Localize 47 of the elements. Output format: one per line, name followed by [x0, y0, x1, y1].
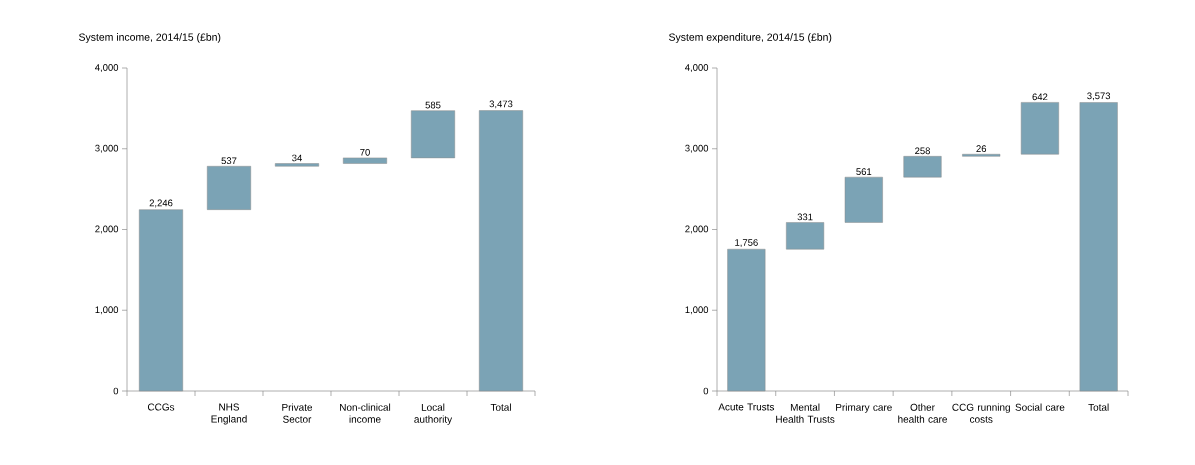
x-tick-label: CCGs	[147, 403, 175, 411]
data-label: 642	[1032, 93, 1048, 101]
y-tick-label: 2,000	[95, 225, 119, 234]
data-label: 258	[915, 147, 930, 155]
data-label: 3,573	[1087, 92, 1111, 101]
x-tick-label: Non-clinical income	[340, 403, 391, 423]
bar	[1020, 102, 1059, 155]
data-label: 537	[221, 157, 237, 165]
data-label: 561	[856, 168, 872, 175]
x-tick-label: Mental Health Trusts	[776, 403, 835, 423]
data-label: 70	[360, 148, 370, 156]
bar	[844, 176, 883, 223]
y-tick-label: 3,000	[685, 144, 709, 153]
bar	[903, 156, 942, 178]
x-tick-label: Local authority	[414, 403, 453, 425]
x-tick-label: Total	[490, 403, 511, 411]
data-label: 34	[292, 154, 302, 162]
y-tick-label: 4,000	[685, 64, 709, 72]
bar	[206, 166, 252, 210]
bar	[786, 222, 825, 250]
x-tick-label: Social care	[1015, 403, 1065, 411]
x-tick-label: NHS England	[211, 403, 247, 425]
bar	[342, 157, 388, 164]
x-tick-label: Other health care	[898, 403, 947, 423]
data-label: 3,473	[489, 100, 513, 109]
bar	[962, 153, 1001, 157]
bar	[410, 110, 456, 159]
x-tick-label: Private Sector	[282, 403, 313, 423]
x-tick-label: Total	[1088, 403, 1109, 411]
y-tick-label: 1,000	[95, 306, 119, 315]
data-label: 331	[797, 213, 813, 221]
data-label: 1,756	[735, 239, 758, 248]
data-label: 2,246	[149, 199, 173, 208]
y-tick-label: 0	[113, 387, 119, 395]
y-tick-label: 3,000	[95, 144, 119, 153]
y-tick-label: 0	[703, 387, 709, 395]
x-tick-label: CCG running costs	[952, 403, 1010, 423]
y-tick-label: 2,000	[685, 225, 709, 234]
x-tick-label: Primary care	[836, 403, 892, 413]
y-tick-label: 1,000	[685, 306, 709, 315]
x-tick-label: Acute Trusts	[718, 403, 775, 411]
y-tick-label: 4,000	[95, 64, 119, 72]
chart-title: System expenditure, 2014/15 (£bn)	[669, 33, 832, 43]
data-label: 26	[976, 145, 987, 153]
chart-title: System income, 2014/15 (£bn)	[78, 33, 221, 43]
data-label: 585	[425, 101, 441, 109]
bar	[274, 163, 320, 167]
